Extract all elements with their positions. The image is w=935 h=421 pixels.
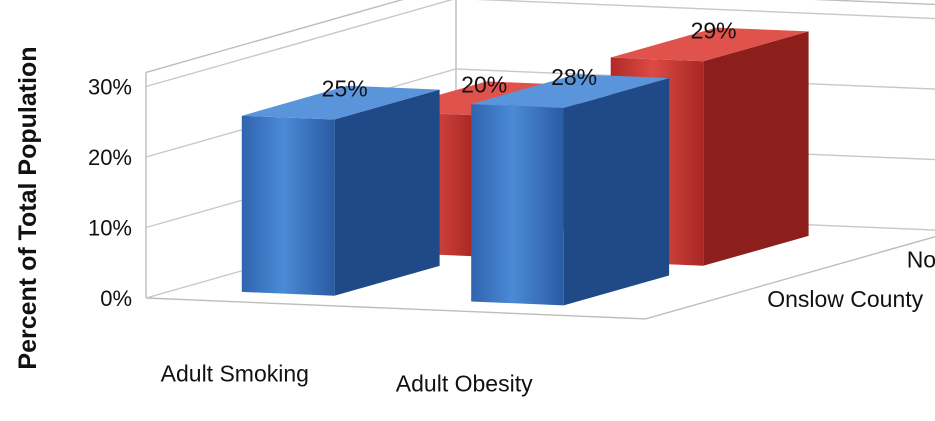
gridline: [145, 0, 935, 88]
bar-top: [241, 85, 440, 120]
bar-front: [471, 104, 564, 306]
series-label: North Carolina: [907, 247, 935, 273]
data-label: 20%: [461, 71, 507, 97]
bar-side: [703, 31, 809, 266]
category-label: Adult Smoking: [161, 361, 309, 387]
bars: [241, 27, 809, 306]
series-label: Onslow County: [767, 286, 923, 312]
data-label: 28%: [551, 64, 597, 90]
y-tick-label: 30%: [88, 75, 132, 100]
bar-side: [334, 89, 440, 296]
y-tick-label: 0%: [100, 286, 132, 311]
y-tick-label: 10%: [88, 216, 132, 241]
data-label: 25%: [322, 76, 368, 102]
bar-top: [610, 27, 809, 62]
y-axis-label: Percent of Total Population: [14, 46, 42, 369]
y-tick-label: 20%: [88, 145, 132, 170]
bar-onslow-county-adult-obesity: [471, 74, 670, 306]
wall-top-edge: [145, 0, 935, 74]
bar-onslow-county-adult-smoking: [241, 85, 440, 296]
bar-side: [563, 78, 670, 306]
floor-edge: [145, 235, 935, 320]
labels: 0% 10% 20% 30% 20% 29% 25% 28% Adult Smoking Adul…: [88, 17, 935, 396]
bar-top: [471, 74, 670, 108]
data-label: 29%: [691, 17, 737, 43]
bar-front: [241, 115, 335, 296]
category-label: Adult Obesity: [396, 370, 533, 396]
